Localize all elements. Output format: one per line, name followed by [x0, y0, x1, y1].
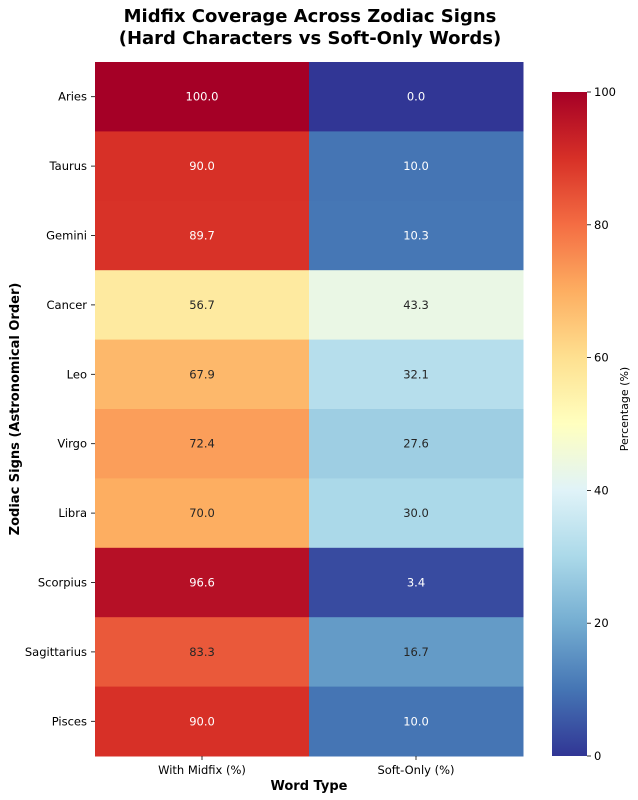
heatmap-cell	[95, 339, 310, 410]
y-axis-title: Zodiac Signs (Astronomical Order)	[8, 283, 23, 536]
heatmap-cell	[309, 200, 524, 271]
cell-value-label: 3.4	[407, 576, 425, 590]
heatmap-cell	[309, 131, 524, 202]
y-tick-label: Taurus	[49, 159, 87, 173]
heatmap-cell	[95, 547, 310, 618]
y-tick-label: Leo	[67, 367, 87, 381]
y-tick-label: Virgo	[57, 437, 87, 451]
y-tick-label: Gemini	[46, 229, 87, 243]
heatmap-cell	[95, 478, 310, 549]
cell-value-label: 56.7	[189, 298, 215, 312]
cell-value-label: 96.6	[189, 576, 215, 590]
y-tick-label: Cancer	[47, 298, 88, 312]
y-tick-label: Libra	[58, 506, 87, 520]
colorbar-tick-label: 0	[594, 749, 601, 763]
colorbar-tick-label: 40	[594, 483, 609, 497]
y-tick-labels: Aries Taurus Gemini Cancer Leo Virgo Libra Scor…	[25, 90, 95, 728]
heatmap-cell	[95, 409, 310, 479]
heatmap-cell	[309, 62, 524, 132]
heatmap-cells: 100.0 0.0 90.0 10.0 89.7 10.3 56.7 43.3 67.9 32.1…	[95, 62, 524, 757]
chart-title-line-2: (Hard Characters vs Soft-Only Words)	[119, 28, 502, 49]
colorbar-tick-label: 60	[594, 351, 609, 365]
cell-value-label: 83.3	[189, 645, 215, 659]
y-tick-label: Aries	[58, 90, 87, 104]
cell-value-label: 0.0	[407, 90, 425, 104]
cell-value-label: 72.4	[189, 437, 215, 451]
y-tick-label: Scorpius	[38, 576, 87, 590]
colorbar	[552, 92, 587, 756]
heatmap-cell	[95, 270, 310, 341]
cell-value-label: 67.9	[189, 367, 215, 381]
heatmap-cell	[95, 62, 310, 132]
cell-value-label: 90.0	[189, 159, 215, 173]
heatmap-cell	[95, 200, 310, 271]
cell-value-label: 32.1	[403, 367, 429, 381]
heatmap-cell	[309, 478, 524, 549]
heatmap-cell	[95, 617, 310, 688]
heatmap-cell	[309, 270, 524, 341]
cell-value-label: 10.0	[403, 714, 429, 728]
heatmap-cell	[309, 547, 524, 618]
x-tick-labels: With Midfix (%) Soft-Only (%)	[158, 756, 455, 777]
heatmap-cell	[95, 686, 310, 757]
colorbar-tick-label: 100	[594, 85, 616, 99]
cell-value-label: 16.7	[403, 645, 429, 659]
heatmap-cell	[309, 617, 524, 688]
y-tick-label: Sagittarius	[25, 645, 87, 659]
colorbar-label: Percentage (%)	[618, 367, 631, 451]
x-axis-title: Word Type	[271, 779, 348, 794]
heatmap-cell	[309, 686, 524, 757]
cell-value-label: 10.0	[403, 159, 429, 173]
x-tick-label: With Midfix (%)	[158, 763, 246, 777]
y-tick-label: Pisces	[52, 714, 87, 728]
cell-value-label: 90.0	[189, 714, 215, 728]
cell-value-label: 10.3	[403, 229, 429, 243]
cell-value-label: 43.3	[403, 298, 429, 312]
cell-value-label: 89.7	[189, 229, 215, 243]
heatmap-cell	[309, 409, 524, 479]
cell-value-label: 70.0	[189, 506, 215, 520]
chart-title-line-1: Midfix Coverage Across Zodiac Signs	[124, 6, 497, 27]
colorbar-tick-label: 80	[594, 218, 609, 232]
heatmap-cell	[95, 131, 310, 202]
x-tick-label: Soft-Only (%)	[377, 763, 454, 777]
heatmap-cell	[309, 339, 524, 410]
cell-value-label: 30.0	[403, 506, 429, 520]
colorbar-ticks: 0 20 40 60 80 100	[587, 85, 616, 763]
cell-value-label: 100.0	[186, 90, 219, 104]
colorbar-tick-label: 20	[594, 616, 609, 630]
cell-value-label: 27.6	[403, 437, 429, 451]
